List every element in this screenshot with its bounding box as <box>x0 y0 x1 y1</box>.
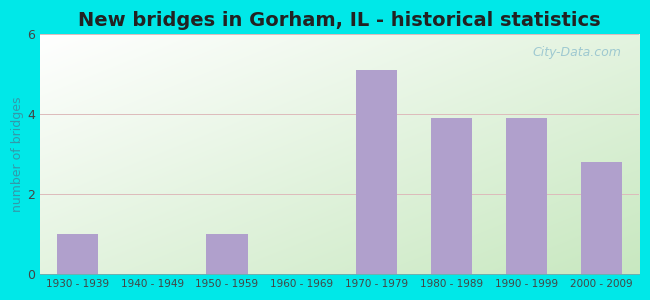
Bar <box>581 162 622 274</box>
Bar <box>506 118 547 274</box>
Y-axis label: number of bridges: number of bridges <box>11 97 24 212</box>
Bar <box>57 234 98 274</box>
Bar <box>431 118 473 274</box>
Title: New bridges in Gorham, IL - historical statistics: New bridges in Gorham, IL - historical s… <box>78 11 601 30</box>
Text: City-Data.com: City-Data.com <box>532 46 621 59</box>
Bar <box>356 70 397 274</box>
Bar <box>207 234 248 274</box>
